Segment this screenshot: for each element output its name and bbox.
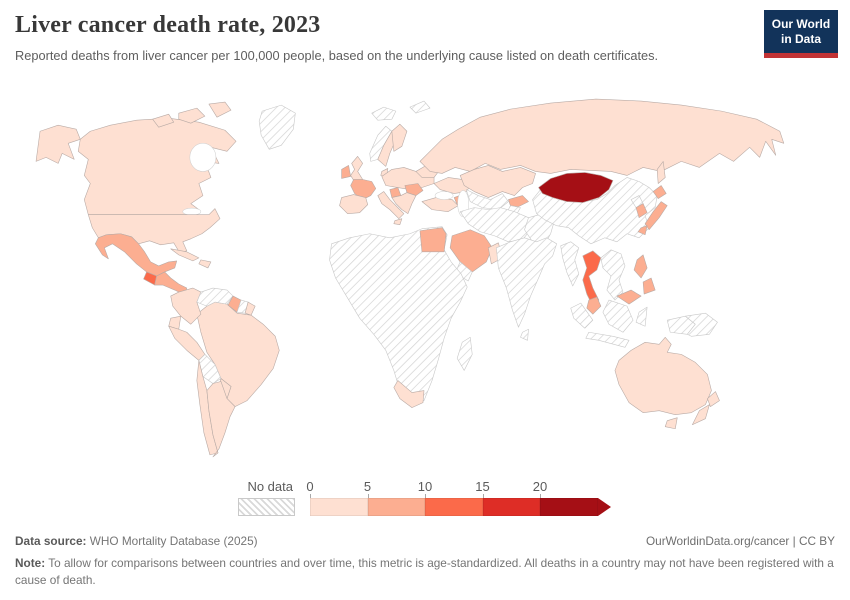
country-philippines-mindanao[interactable]	[642, 277, 656, 295]
legend-tick-label-5: 5	[363, 479, 372, 494]
country-indochina[interactable]	[600, 249, 626, 301]
legend-arrow	[597, 498, 611, 516]
country-indonesia-sumatra[interactable]	[570, 302, 594, 329]
country-myanmar[interactable]	[560, 241, 580, 287]
country-india[interactable]	[496, 237, 557, 328]
country-papua-new-guinea[interactable]	[685, 312, 718, 337]
country-indonesia-borneo[interactable]	[602, 299, 634, 333]
legend-tick-label-20: 20	[532, 479, 548, 494]
legend-bin-20plus[interactable]	[540, 498, 598, 516]
legend-bin-5-10[interactable]	[367, 498, 425, 516]
country-japan-kyushu[interactable]	[637, 225, 648, 236]
legend-no-data: No data	[238, 479, 295, 516]
country-malaysia[interactable]	[586, 296, 602, 315]
country-south-africa[interactable]	[393, 380, 425, 408]
country-mexico[interactable]	[95, 233, 178, 277]
country-east-malaysia[interactable]	[616, 289, 642, 305]
great-lakes	[182, 207, 202, 216]
country-sri-lanka[interactable]	[520, 328, 529, 341]
country-central-asia[interactable]	[465, 189, 509, 210]
owid-cc-link[interactable]: OurWorldinData.org/cancer | CC BY	[645, 534, 835, 548]
country-canada-island[interactable]	[152, 113, 175, 128]
country-france[interactable]	[350, 179, 377, 200]
country-saudi-arabia[interactable]	[449, 229, 493, 273]
country-ireland[interactable]	[341, 165, 351, 179]
country-colombia[interactable]	[170, 287, 202, 325]
legend-tick-label-10: 10	[417, 479, 433, 494]
legend-no-data-label: No data	[247, 479, 293, 494]
note-line: Note: To allow for comparisons between c…	[15, 555, 835, 589]
black-sea	[434, 191, 454, 200]
data-source-label: Data source:	[15, 534, 87, 548]
world-choropleth-map	[28, 90, 822, 474]
country-kazakhstan[interactable]	[459, 165, 536, 198]
hudson-bay	[189, 143, 217, 172]
owid-logo[interactable]: Our World in Data	[764, 10, 838, 58]
country-canada-island[interactable]	[178, 107, 206, 124]
legend-tick-marks	[310, 494, 620, 498]
page-subtitle: Reported deaths from liver cancer per 10…	[15, 48, 659, 63]
country-madagascar[interactable]	[456, 336, 473, 371]
country-indonesia-java[interactable]	[585, 331, 630, 348]
country-brazil[interactable]	[196, 301, 280, 407]
country-mongolia[interactable]	[538, 172, 614, 203]
data-source-value: WHO Mortality Database (2025)	[86, 534, 258, 548]
country-canada-island[interactable]	[208, 101, 232, 118]
country-greenland[interactable]	[258, 104, 296, 150]
legend-tick-label-0: 0	[306, 479, 314, 494]
legend-bin-10-15[interactable]	[425, 498, 483, 516]
country-finland[interactable]	[391, 123, 408, 152]
country-balkans[interactable]	[391, 192, 417, 214]
country-kyrgyzstan[interactable]	[508, 195, 529, 207]
note-label: Note:	[15, 556, 46, 571]
country-russia[interactable]	[419, 98, 785, 176]
country-romania[interactable]	[404, 183, 424, 196]
country-iberia[interactable]	[339, 194, 369, 214]
note-text: To allow for comparisons between countri…	[15, 556, 834, 588]
country-africa[interactable]	[329, 226, 468, 405]
legend-color-scale: 0 5 10 15 20	[306, 479, 620, 516]
country-svalbard[interactable]	[409, 100, 431, 114]
country-philippines-luzon[interactable]	[633, 254, 648, 279]
country-australia[interactable]	[614, 336, 712, 415]
legend-segments	[310, 498, 620, 516]
country-sakhalin[interactable]	[656, 161, 666, 184]
data-source-line: Data source: WHO Mortality Database (202…	[15, 533, 258, 550]
chart-footer: Data source: WHO Mortality Database (202…	[15, 533, 835, 589]
country-tasmania[interactable]	[664, 417, 678, 430]
legend-bin-0-5[interactable]	[310, 498, 368, 516]
country-new-zealand-north[interactable]	[707, 391, 720, 407]
legend-tick-label-15: 15	[475, 479, 490, 494]
country-thailand[interactable]	[582, 250, 602, 307]
country-japan-honshu[interactable]	[644, 201, 668, 231]
country-argentina[interactable]	[206, 381, 236, 458]
country-united-states-alaska[interactable]	[35, 124, 81, 164]
world-map-svg	[35, 98, 785, 458]
page-title: Liver cancer death rate, 2023	[15, 12, 321, 38]
country-venezuela[interactable]	[196, 287, 234, 307]
country-japan-hokkaido[interactable]	[652, 185, 667, 199]
legend-bin-15-20[interactable]	[482, 498, 540, 516]
chart-header: Liver cancer death rate, 2023 Reported d…	[15, 12, 755, 65]
country-french-guiana[interactable]	[244, 301, 256, 316]
owid-logo-line2: in Data	[780, 32, 821, 46]
owid-logo-line1: Our World	[771, 17, 831, 31]
legend-tick-labels: 0 5 10 15 20	[306, 479, 620, 494]
country-hispaniola[interactable]	[198, 259, 212, 269]
country-new-zealand-south[interactable]	[692, 404, 710, 426]
country-italy-sicily[interactable]	[393, 218, 403, 226]
country-peru[interactable]	[168, 325, 206, 361]
country-egypt[interactable]	[419, 227, 447, 253]
country-italy[interactable]	[377, 191, 405, 219]
country-cuba[interactable]	[170, 248, 200, 262]
country-indonesia-sulawesi[interactable]	[635, 306, 648, 327]
legend-no-data-swatch[interactable]	[238, 498, 295, 516]
country-south-korea[interactable]	[635, 203, 648, 218]
country-turkey[interactable]	[421, 197, 459, 212]
country-iceland[interactable]	[371, 106, 397, 121]
